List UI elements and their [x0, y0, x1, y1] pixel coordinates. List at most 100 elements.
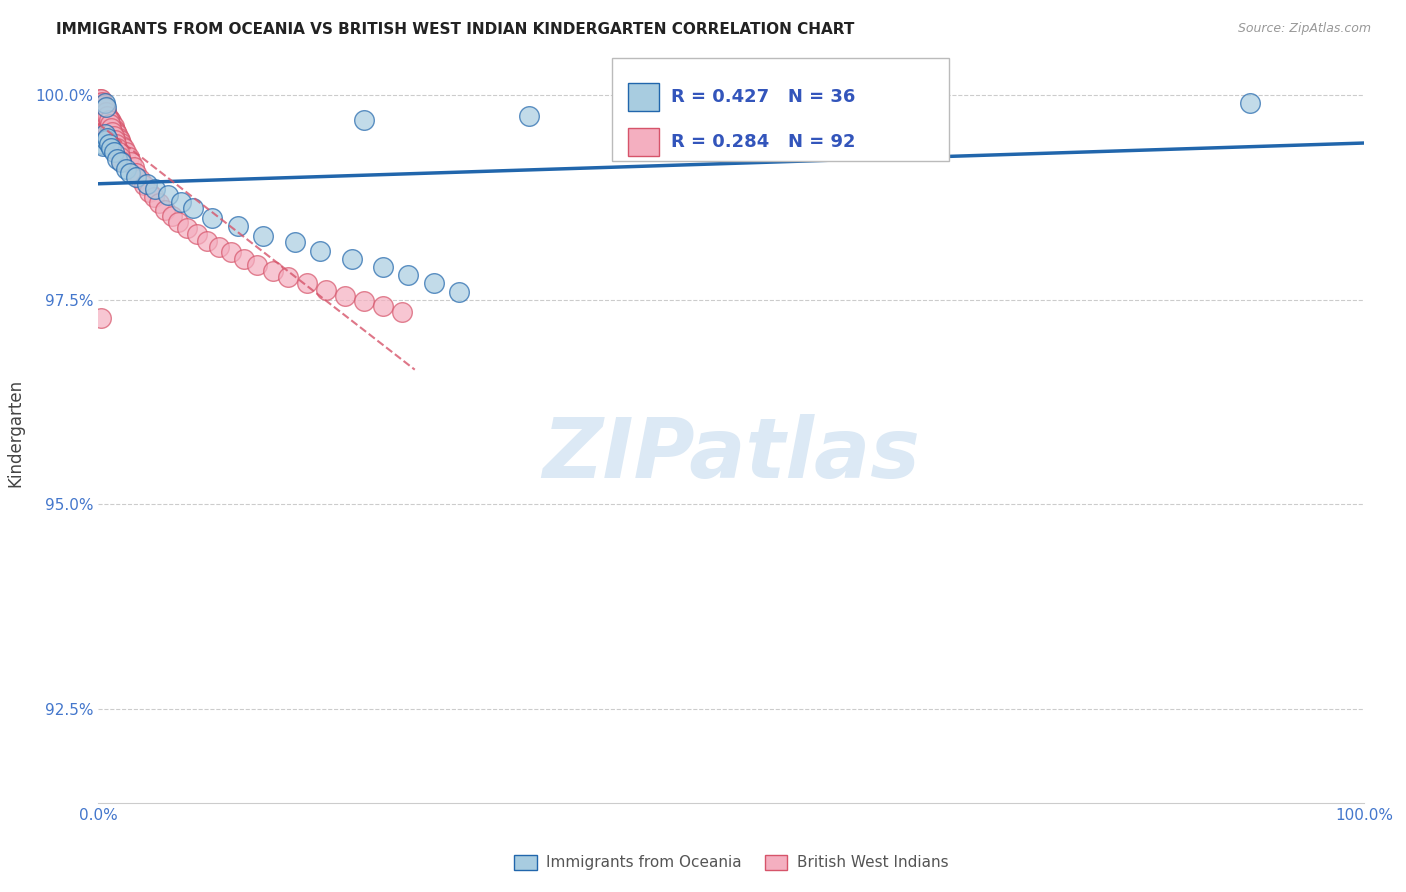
Point — [125, 169, 148, 184]
Point — [120, 166, 141, 180]
Point — [297, 277, 319, 291]
Point — [90, 114, 112, 128]
Text: R = 0.427   N = 36: R = 0.427 N = 36 — [671, 88, 855, 106]
Point — [91, 117, 114, 131]
Point — [89, 100, 111, 114]
Point — [101, 117, 124, 131]
Point — [167, 215, 190, 229]
Text: Source: ZipAtlas.com: Source: ZipAtlas.com — [1237, 22, 1371, 36]
Point — [107, 141, 129, 155]
Point — [93, 103, 115, 117]
Point — [93, 114, 115, 128]
Point — [834, 98, 856, 112]
Point — [110, 153, 132, 168]
Point — [94, 104, 117, 119]
Point — [115, 145, 138, 160]
Point — [922, 103, 945, 117]
Point — [110, 155, 132, 169]
Point — [94, 133, 117, 147]
Point — [90, 100, 112, 114]
Point — [100, 120, 122, 135]
Point — [90, 92, 112, 106]
Point — [309, 244, 332, 258]
Point — [100, 114, 122, 128]
Point — [110, 136, 132, 150]
Point — [90, 106, 112, 120]
Point — [107, 128, 129, 142]
Point — [97, 112, 120, 127]
Point — [94, 111, 117, 125]
Point — [90, 96, 112, 111]
Point — [335, 288, 357, 302]
Point — [120, 155, 142, 169]
Point — [93, 101, 117, 115]
Point — [396, 268, 419, 282]
Point — [93, 109, 115, 123]
Point — [340, 252, 363, 266]
Point — [90, 111, 112, 125]
Point — [104, 133, 127, 147]
Point — [353, 112, 375, 127]
Point — [93, 112, 117, 127]
Point — [93, 96, 117, 111]
Point — [103, 129, 125, 144]
Point — [91, 106, 114, 120]
Point — [169, 194, 191, 209]
Point — [91, 137, 114, 152]
Point — [93, 98, 115, 112]
Point — [103, 120, 125, 134]
Point — [132, 178, 155, 193]
Point — [105, 125, 128, 139]
Point — [93, 120, 117, 134]
Point — [98, 117, 121, 131]
Point — [122, 160, 145, 174]
Point — [517, 109, 540, 123]
Point — [91, 95, 114, 109]
Point — [94, 100, 117, 114]
Point — [422, 277, 444, 291]
Point — [107, 145, 129, 160]
Point — [96, 109, 118, 123]
Point — [183, 201, 205, 215]
Point — [160, 209, 183, 223]
Point — [391, 305, 413, 319]
Point — [219, 245, 243, 260]
Point — [90, 310, 112, 325]
Point — [93, 98, 115, 112]
Point — [135, 177, 157, 191]
Point — [101, 122, 124, 136]
Point — [98, 120, 121, 134]
Point — [96, 120, 118, 135]
Point — [284, 235, 307, 250]
Text: ZIPatlas: ZIPatlas — [543, 414, 920, 495]
Point — [262, 264, 284, 278]
Point — [107, 130, 129, 145]
Point — [143, 190, 166, 204]
Point — [157, 188, 180, 202]
Point — [108, 133, 131, 147]
Point — [195, 234, 218, 248]
Point — [96, 114, 118, 128]
Point — [104, 122, 127, 136]
Point — [208, 240, 231, 254]
Point — [94, 118, 117, 132]
Point — [872, 100, 894, 114]
Text: R = 0.284   N = 92: R = 0.284 N = 92 — [671, 133, 855, 151]
Point — [97, 137, 120, 152]
Point — [108, 149, 131, 163]
Point — [138, 185, 160, 199]
Point — [93, 139, 115, 153]
Point — [125, 166, 148, 180]
Point — [103, 125, 125, 139]
Point — [186, 227, 208, 242]
Point — [371, 299, 394, 313]
Point — [93, 128, 117, 142]
Point — [233, 252, 256, 266]
Point — [246, 258, 269, 272]
Point — [277, 269, 299, 284]
Point — [315, 283, 337, 297]
Point — [89, 96, 111, 111]
Text: IMMIGRANTS FROM OCEANIA VS BRITISH WEST INDIAN KINDERGARTEN CORRELATION CHART: IMMIGRANTS FROM OCEANIA VS BRITISH WEST … — [56, 22, 855, 37]
Point — [89, 92, 111, 106]
Point — [226, 219, 249, 233]
